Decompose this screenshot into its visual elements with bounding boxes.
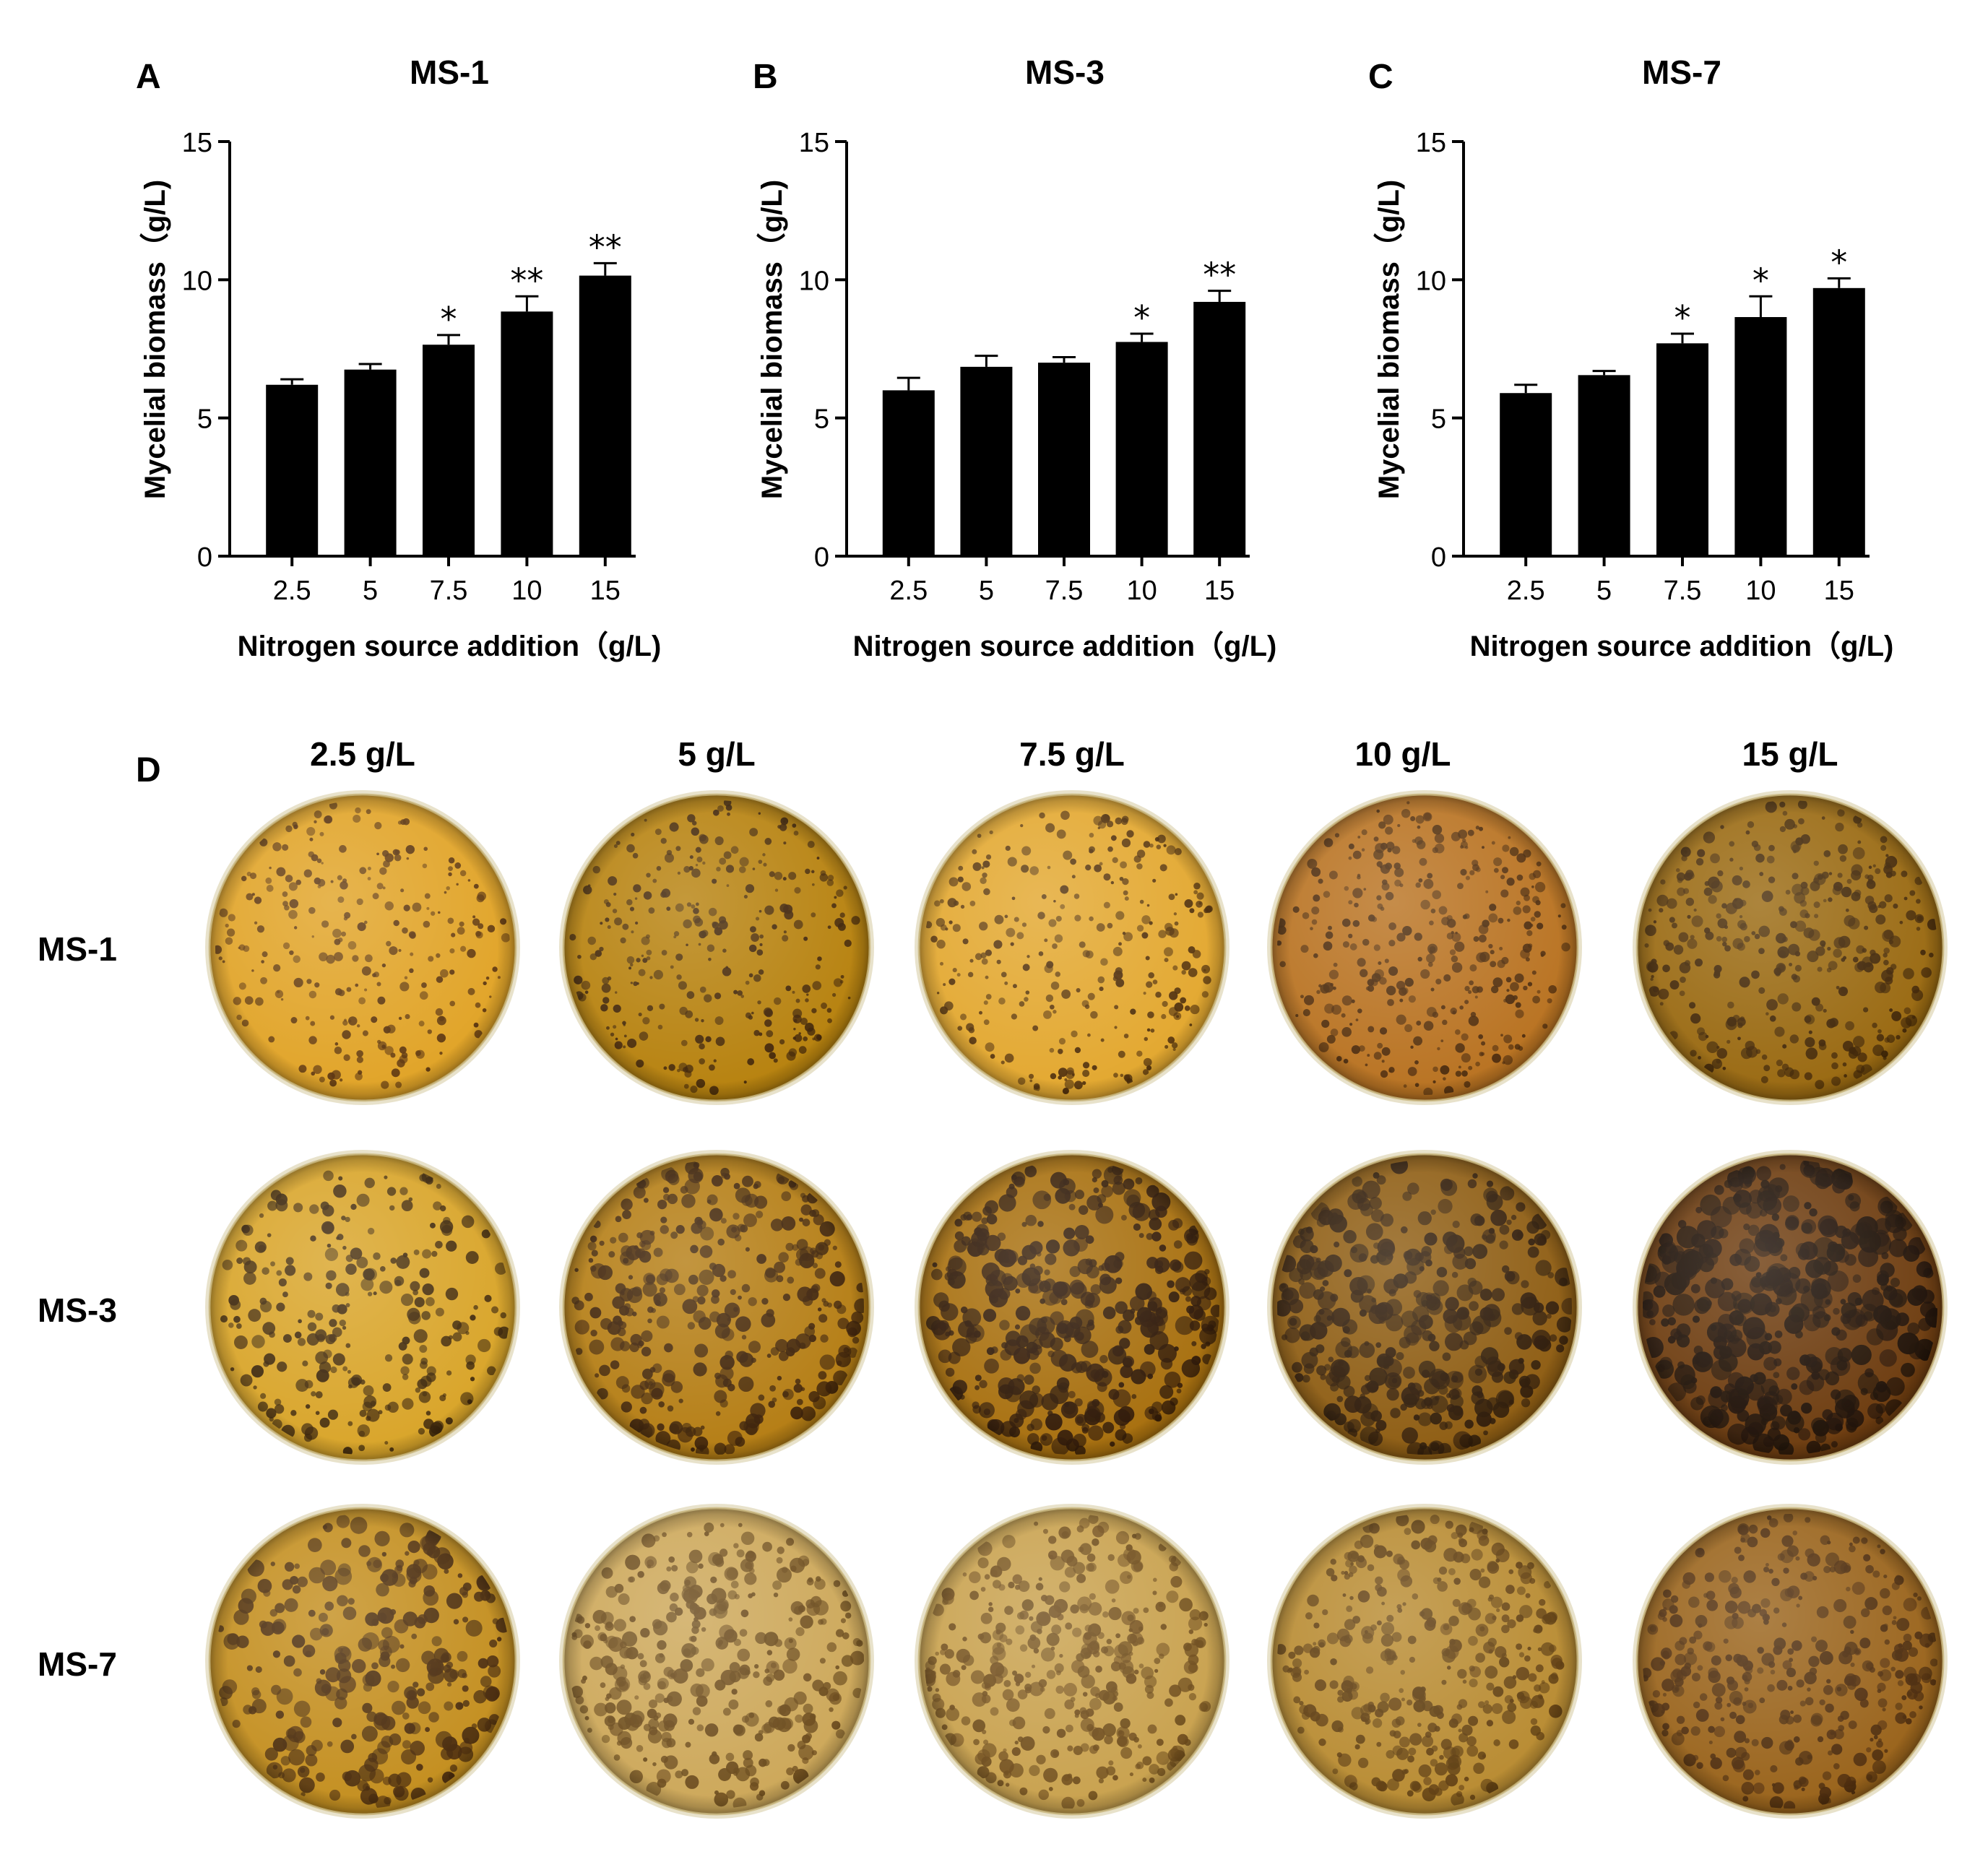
bar-10 [501,311,553,556]
x-tick-label: 10 [1745,576,1776,606]
y-tick-label: 5 [197,404,212,435]
bar-5 [1578,375,1630,556]
y-axis-label: Mycelial biomass（g/L) [756,180,788,499]
x-axis-label: Nitrogen source addition（g/L) [1470,631,1894,662]
x-tick-label: 2.5 [1507,576,1545,606]
y-tick-label: 10 [1416,266,1446,296]
bar-5 [960,366,1013,556]
bar-10 [1115,342,1168,556]
bar-7-5 [1656,343,1708,556]
x-tick-label: 7.5 [430,576,468,606]
y-tick-label: 5 [1431,404,1446,435]
bar-7-5 [423,345,475,556]
bar-2-5 [266,384,319,556]
significance-marker: * [1133,298,1150,337]
y-tick-label: 10 [799,266,829,296]
significance-marker: * [441,300,457,339]
petri-dish-ms-1-col-4 [1267,790,1582,1105]
bar-5 [344,369,397,556]
plot-area-b: 0 5 10 15 2.5 5 7.5 * 10 ** 15 [799,128,1250,606]
row-label-ms-7: MS-7 [38,1645,117,1683]
panel-label-d: D [136,751,161,789]
chart-panel-a: A MS-1 Mycelial biomass（g/L) Nitrogen so… [136,53,661,662]
y-tick-label: 5 [814,404,829,435]
significance-marker: ** [589,228,622,267]
bar-7-5 [1038,363,1090,556]
column-header-7-5: 7.5 g/L [1019,735,1125,773]
chart-title-ms-3: MS-3 [1025,53,1105,91]
x-tick-label: 2.5 [889,576,928,606]
y-tick-label: 10 [182,266,212,296]
bar-2-5 [882,390,935,556]
x-axis-label: Nitrogen source addition（g/L) [853,631,1277,662]
petri-dish-ms-1-col-2 [559,790,874,1105]
chart-title-ms-1: MS-1 [410,53,489,91]
panel-label-b: B [753,58,778,96]
plate-photos [205,790,1948,1819]
row-label-ms-1: MS-1 [38,930,117,968]
y-tick-label: 15 [182,128,212,158]
photo-panel-d: D 2.5 g/L 5 g/L 7.5 g/L 10 g/L 15 g/L MS… [38,735,1948,1819]
petri-dish-ms-7-col-2 [559,1504,874,1819]
petri-dish-ms-1-col-1 [205,790,520,1105]
bar-2-5 [1500,393,1552,556]
bar-15 [1812,287,1865,556]
x-tick-label: 15 [590,576,621,606]
significance-marker: ** [1203,256,1236,295]
x-tick-label: 15 [1824,576,1854,606]
petri-dish-ms-3-col-1 [205,1150,520,1465]
plot-area-c: 0 5 10 15 2.5 5 * 7.5 * 10 * 15 [1416,128,1870,606]
bar-10 [1734,316,1787,556]
y-tick-label: 0 [814,542,829,573]
x-tick-label: 5 [1596,576,1612,606]
chart-panel-c: C MS-7 Mycelial biomass（g/L) Nitrogen so… [1368,53,1893,662]
plot-area-a: 0 5 10 15 2.5 5 * 7.5 ** 10 ** 15 [182,128,636,606]
petri-dish-ms-1-col-5 [1633,790,1948,1105]
petri-dish-ms-3-col-5 [1633,1150,1948,1465]
petri-dish-ms-3-col-3 [915,1150,1229,1465]
significance-marker: * [1674,298,1691,337]
y-axis-label: Mycelial biomass（g/L) [139,180,171,499]
x-tick-label: 10 [511,576,542,606]
x-tick-label: 10 [1126,576,1157,606]
significance-marker: * [1753,261,1769,300]
petri-dish-ms-7-col-4 [1267,1504,1582,1819]
x-tick-label: 2.5 [273,576,311,606]
petri-dish-ms-3-col-4 [1267,1150,1582,1465]
x-tick-label: 15 [1204,576,1235,606]
x-tick-label: 7.5 [1664,576,1702,606]
panel-label-a: A [136,58,161,96]
petri-dish-ms-3-col-2 [559,1150,874,1465]
petri-dish-ms-7-col-5 [1633,1504,1948,1819]
petri-dish-ms-7-col-3 [915,1504,1229,1819]
panel-label-c: C [1368,58,1393,96]
column-header-15: 15 g/L [1742,735,1838,773]
significance-marker: ** [510,261,543,300]
row-label-ms-3: MS-3 [38,1291,117,1329]
y-tick-label: 0 [1431,542,1446,573]
chart-panel-b: B MS-3 Mycelial biomass（g/L) Nitrogen so… [753,53,1276,662]
x-tick-label: 5 [979,576,994,606]
chart-title-ms-7: MS-7 [1642,53,1721,91]
significance-marker: * [1831,243,1847,282]
column-header-2-5: 2.5 g/L [310,735,415,773]
y-tick-label: 15 [1416,128,1446,158]
y-tick-label: 0 [197,542,212,573]
petri-dish-ms-1-col-3 [915,790,1229,1105]
bar-15 [579,275,631,556]
y-axis-label: Mycelial biomass（g/L) [1373,180,1405,499]
x-tick-label: 5 [363,576,378,606]
column-header-10: 10 g/L [1355,735,1451,773]
bar-15 [1193,301,1246,556]
x-tick-label: 7.5 [1045,576,1084,606]
x-axis-label: Nitrogen source addition（g/L) [238,631,662,662]
y-tick-label: 15 [799,128,829,158]
column-header-5: 5 g/L [678,735,755,773]
petri-dish-ms-7-col-1 [205,1504,520,1819]
